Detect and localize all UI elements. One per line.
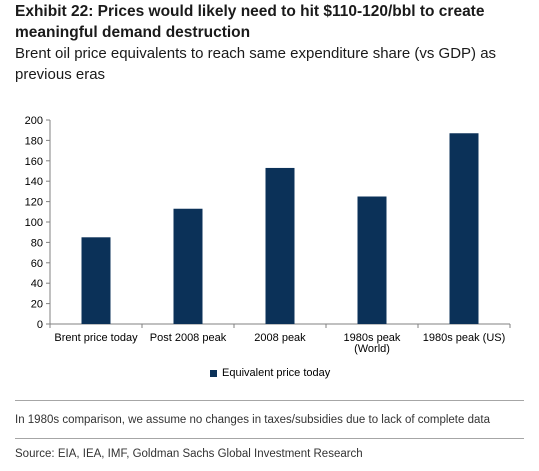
y-tick-label: 40 bbox=[31, 278, 43, 290]
bar bbox=[357, 196, 387, 324]
source-line: Source: EIA, IEA, IMF, Goldman Sachs Glo… bbox=[15, 448, 363, 460]
x-category-label: Brent price today bbox=[54, 332, 138, 344]
bar bbox=[265, 167, 295, 324]
legend-swatch bbox=[210, 369, 217, 377]
legend-label: Equivalent price today bbox=[222, 367, 331, 379]
y-tick-label: 180 bbox=[25, 135, 43, 147]
x-category-label: Post 2008 peak bbox=[150, 332, 227, 344]
x-category-label: (World) bbox=[354, 343, 390, 355]
y-tick-label: 60 bbox=[31, 258, 43, 270]
chart-subtitle: Brent oil price equivalents to reach sam… bbox=[15, 45, 497, 83]
bar bbox=[173, 208, 203, 324]
divider-top bbox=[15, 400, 524, 401]
y-tick-label: 140 bbox=[25, 176, 43, 188]
y-tick-label: 100 bbox=[25, 217, 43, 229]
x-category-label: 2008 peak bbox=[254, 332, 306, 344]
bar-chart: 0 20 40 60 80 100 120 140 160 180 200 Brent price t… bbox=[25, 115, 511, 355]
y-tick-label: 160 bbox=[25, 156, 43, 168]
y-tick-label: 200 bbox=[25, 115, 43, 127]
exhibit-title: Exhibit 22: Prices would likely need to … bbox=[15, 3, 485, 41]
footnote: In 1980s comparison, we assume no change… bbox=[15, 414, 490, 426]
y-tick-label: 20 bbox=[31, 299, 43, 311]
y-tick-label: 0 bbox=[37, 319, 43, 331]
divider-bottom bbox=[15, 438, 524, 439]
plot-area: 0 20 40 60 80 100 120 140 160 180 200 Brent price t… bbox=[25, 115, 511, 355]
x-category-label: 1980s peak (US) bbox=[423, 332, 506, 344]
bar bbox=[449, 133, 479, 324]
bar bbox=[81, 237, 111, 324]
y-tick-label: 120 bbox=[25, 197, 43, 209]
y-tick-label: 80 bbox=[31, 237, 43, 249]
x-category-label: 1980s peak bbox=[344, 332, 401, 344]
chart-legend: Equivalent price today bbox=[210, 367, 330, 379]
